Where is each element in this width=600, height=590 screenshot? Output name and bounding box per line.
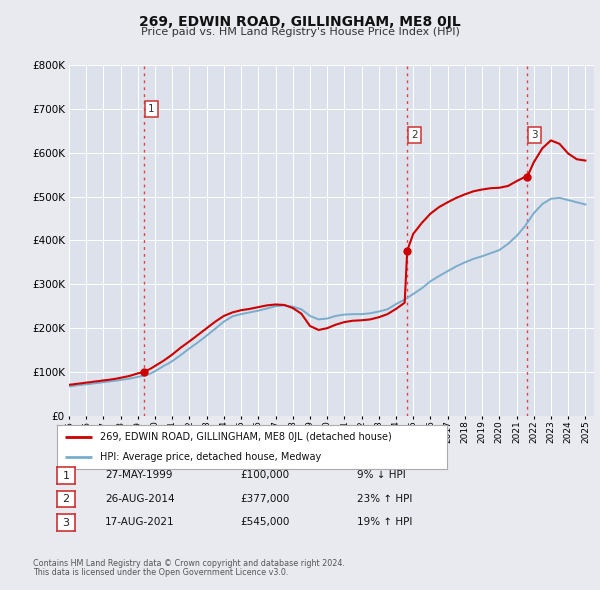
Text: 9% ↓ HPI: 9% ↓ HPI [357, 470, 406, 480]
Text: £377,000: £377,000 [240, 494, 289, 503]
Text: 2: 2 [62, 494, 70, 504]
Text: 19% ↑ HPI: 19% ↑ HPI [357, 517, 412, 527]
Text: £100,000: £100,000 [240, 470, 289, 480]
Text: 269, EDWIN ROAD, GILLINGHAM, ME8 0JL (detached house): 269, EDWIN ROAD, GILLINGHAM, ME8 0JL (de… [100, 432, 392, 442]
Text: 269, EDWIN ROAD, GILLINGHAM, ME8 0JL: 269, EDWIN ROAD, GILLINGHAM, ME8 0JL [139, 15, 461, 29]
Text: 1: 1 [62, 471, 70, 480]
Text: Price paid vs. HM Land Registry's House Price Index (HPI): Price paid vs. HM Land Registry's House … [140, 27, 460, 37]
Text: This data is licensed under the Open Government Licence v3.0.: This data is licensed under the Open Gov… [33, 568, 289, 577]
Text: 3: 3 [62, 518, 70, 527]
Text: Contains HM Land Registry data © Crown copyright and database right 2024.: Contains HM Land Registry data © Crown c… [33, 559, 345, 568]
Text: 1: 1 [148, 104, 155, 114]
Text: 17-AUG-2021: 17-AUG-2021 [105, 517, 175, 527]
Text: 27-MAY-1999: 27-MAY-1999 [105, 470, 173, 480]
Text: 23% ↑ HPI: 23% ↑ HPI [357, 494, 412, 503]
Text: 3: 3 [531, 130, 538, 140]
Text: 26-AUG-2014: 26-AUG-2014 [105, 494, 175, 503]
Text: 2: 2 [411, 130, 418, 140]
Text: HPI: Average price, detached house, Medway: HPI: Average price, detached house, Medw… [100, 452, 321, 462]
Text: £545,000: £545,000 [240, 517, 289, 527]
